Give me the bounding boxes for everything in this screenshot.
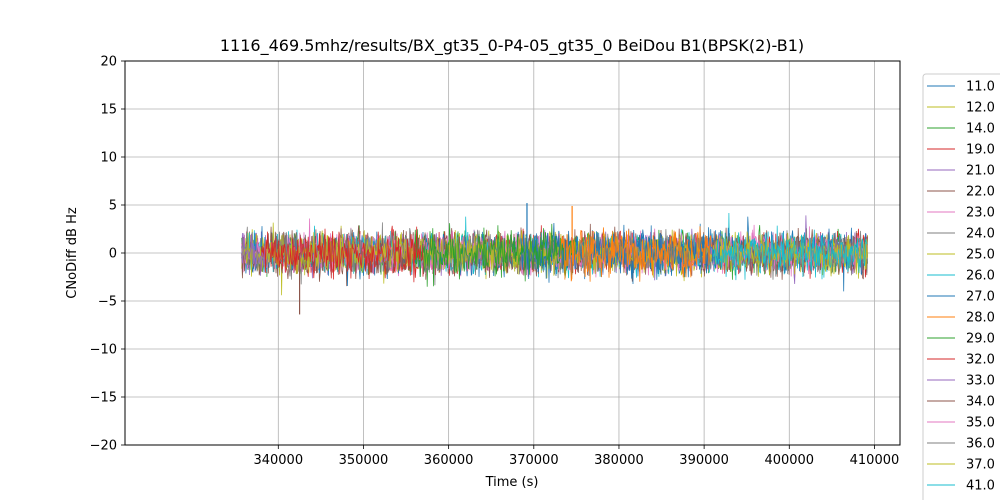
y-tick-label: −15: [90, 391, 117, 406]
x-tick-label: 340000: [253, 453, 303, 468]
legend-label-28.0: 28.0: [966, 311, 995, 326]
x-tick-label: 390000: [679, 453, 729, 468]
legend-label-29.0: 29.0: [966, 332, 995, 347]
legend-label-25.0: 25.0: [966, 248, 995, 263]
legend-label-32.0: 32.0: [966, 353, 995, 368]
y-tick-label: 0: [109, 247, 117, 262]
legend-label-14.0: 14.0: [966, 122, 995, 137]
legend: 11.0 12.0 14.0 19.0 21.0 22.0 23.0 24.0 25.0 26.0…: [922, 73, 1000, 500]
legend-label-21.0: 21.0: [966, 164, 995, 179]
y-tick-label: −20: [90, 439, 117, 454]
legend-label-34.0: 34.0: [966, 395, 995, 410]
series-lines: [241, 203, 868, 315]
legend-label-35.0: 35.0: [966, 416, 995, 431]
legend-label-22.0: 22.0: [966, 185, 995, 200]
y-tick-label: 15: [100, 103, 117, 118]
series-line-29.0: [414, 223, 577, 287]
y-tick-label: 10: [100, 151, 117, 166]
y-tick-label: 20: [100, 55, 117, 70]
x-tick-label: 380000: [594, 453, 644, 468]
legend-label-24.0: 24.0: [966, 227, 995, 242]
legend-label-26.0: 26.0: [966, 269, 995, 284]
legend-label-11.0: 11.0: [966, 80, 995, 95]
y-axis-ticks: −20 −15 −10 −5 0 5 10 15 20: [90, 55, 125, 454]
legend-label-36.0: 36.0: [966, 437, 995, 452]
chart-title: 1116_469.5mhz/results/BX_gt35_0-P4-05_gt…: [220, 36, 804, 56]
series-line-33.0: [241, 233, 266, 272]
legend-box: [922, 73, 1000, 500]
legend-label-27.0: 27.0: [966, 290, 995, 305]
legend-label-23.0: 23.0: [966, 206, 995, 221]
x-tick-label: 350000: [339, 453, 389, 468]
x-tick-label: 370000: [509, 453, 559, 468]
x-axis-label: Time (s): [485, 475, 539, 490]
x-axis-ticks: 340000 350000 360000 370000 380000 390000 4000…: [253, 445, 899, 468]
series-line-32.0: [260, 225, 424, 283]
legend-label-37.0: 37.0: [966, 458, 995, 473]
series-line-28.0: [558, 226, 713, 282]
legend-label-33.0: 33.0: [966, 374, 995, 389]
legend-label-12.0: 12.0: [966, 101, 995, 116]
y-tick-label: 5: [109, 199, 117, 214]
x-tick-label: 400000: [764, 453, 814, 468]
x-tick-label: 410000: [850, 453, 900, 468]
y-axis-label: CNoDiff dB Hz: [65, 207, 80, 299]
x-tick-label: 360000: [424, 453, 474, 468]
series-line-41.0: [712, 232, 868, 278]
y-tick-label: −10: [90, 343, 117, 358]
legend-label-41.0: 41.0: [966, 479, 995, 494]
legend-label-19.0: 19.0: [966, 143, 995, 158]
y-tick-label: −5: [98, 295, 117, 310]
